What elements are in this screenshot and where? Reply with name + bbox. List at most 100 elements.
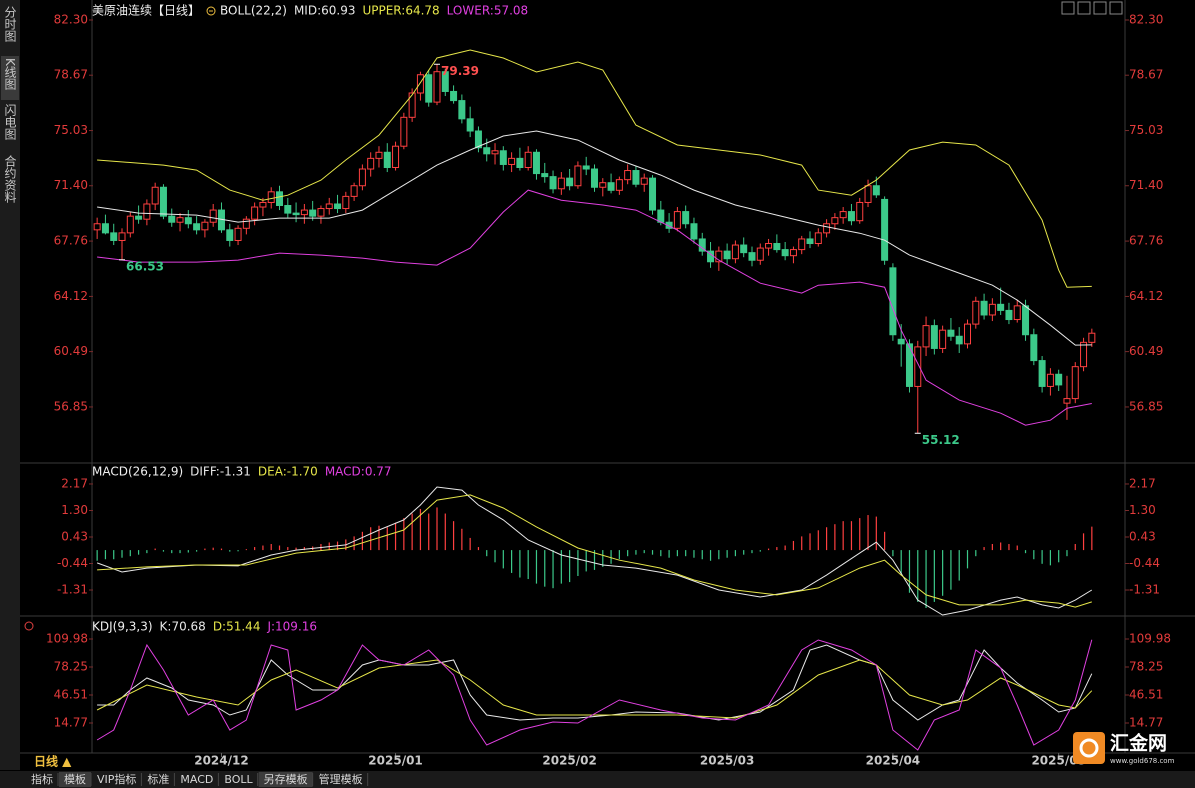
candle-body — [375, 151, 383, 159]
candle-body — [466, 118, 474, 132]
histogram-bar — [104, 550, 107, 560]
candle-body — [914, 346, 922, 387]
collapse-icon[interactable] — [206, 6, 216, 16]
button[interactable] — [1077, 1, 1091, 15]
toolbar-tab[interactable]: BOLL — [224, 773, 253, 786]
candle-body — [251, 206, 259, 220]
x-tick-label: 2025/01 — [368, 754, 422, 768]
toolbar-items: 指标 模板 VIP指标 标准 MACD BOLL 另存模板 管理模板 — [26, 772, 369, 787]
candle-body — [947, 329, 955, 337]
candle-body — [624, 170, 632, 181]
candle-body — [367, 157, 375, 170]
button[interactable] — [1061, 1, 1075, 15]
candle-body — [193, 223, 201, 231]
toolbar-tab[interactable]: VIP指标 — [97, 772, 136, 786]
sidebar-tab[interactable]: K线图 — [3, 58, 17, 90]
histogram-bar — [875, 516, 877, 551]
extreme-label: 66.53 — [126, 259, 164, 273]
histogram-bar — [801, 536, 803, 551]
histogram-bar — [825, 527, 828, 551]
histogram-bar — [602, 550, 604, 567]
candle-body — [607, 182, 615, 191]
button[interactable] — [1093, 1, 1107, 15]
histogram-bar — [452, 521, 455, 551]
candle-body — [599, 182, 607, 188]
histogram-bar — [975, 550, 977, 557]
toolbar-tab-bg — [142, 772, 175, 787]
candle-body — [731, 244, 739, 260]
toolbar-tab[interactable]: 模板 — [64, 772, 86, 786]
y-tick-label: 78.67 — [1129, 68, 1163, 82]
histogram-bar — [461, 528, 463, 551]
timeframe[interactable]: 日线 ▲ — [34, 754, 72, 769]
histogram-bar — [229, 550, 231, 552]
candle-body — [325, 203, 333, 210]
histogram-bar — [212, 547, 214, 551]
y-tick-label: 109.98 — [46, 632, 88, 646]
candle-body — [201, 221, 209, 231]
candle-body — [408, 92, 416, 118]
histogram-bar — [511, 550, 513, 573]
histogram-bar — [137, 550, 140, 555]
y-tick-label: -1.31 — [57, 583, 88, 597]
sidebar-tab[interactable]: 分时图 — [3, 6, 17, 42]
x-tick-label: 2025/04 — [866, 754, 920, 768]
indicator-line — [96, 659, 1093, 719]
histogram-bar — [162, 550, 165, 552]
toolbar-tab[interactable]: 标准 — [147, 772, 169, 786]
settings-icon[interactable] — [24, 621, 34, 631]
histogram-bar — [950, 550, 952, 590]
toolbar-tab[interactable]: MACD — [180, 773, 213, 786]
window-buttons — [1061, 1, 1123, 15]
histogram-bar — [270, 544, 272, 551]
candle-body — [1055, 373, 1063, 386]
candle-body — [143, 203, 151, 220]
histogram-bar — [560, 550, 562, 584]
legend-entry: D:51.44 — [213, 620, 261, 634]
histogram-bar — [593, 550, 596, 570]
sidebar-tab[interactable]: 合约资料 — [3, 154, 17, 203]
legend-entry: DEA:-1.70 — [258, 465, 318, 479]
sidebar-tab[interactable]: 闪电图 — [3, 104, 17, 140]
histogram-bar — [693, 550, 695, 558]
candle-body — [723, 250, 731, 260]
histogram-bar — [113, 550, 115, 560]
candle-body — [715, 250, 723, 263]
panel-title: KDJ(9,3,3) — [92, 620, 153, 634]
y-tick-label: 67.76 — [54, 234, 88, 248]
candle-body — [176, 217, 184, 223]
y-tick-label: 2.17 — [1129, 476, 1156, 490]
histogram-bar — [734, 550, 737, 557]
histogram-bar — [966, 550, 969, 569]
y-tick-label: -0.44 — [1129, 556, 1160, 570]
candle-body — [450, 90, 458, 102]
candle-body — [574, 165, 582, 187]
extreme-label: 55.12 — [922, 433, 960, 447]
histogram-bar — [859, 518, 861, 551]
histogram-bar — [1049, 550, 1051, 566]
candle-body — [640, 177, 648, 185]
candle-body — [1022, 305, 1030, 336]
y-tick-label: -1.31 — [1129, 583, 1160, 597]
toolbar-tab-bg — [175, 772, 219, 787]
histogram-bar — [361, 531, 363, 551]
toolbar-tab-bg — [313, 772, 368, 787]
toolbar-tab[interactable]: 指标 — [31, 772, 53, 786]
toolbar-tab[interactable]: 另存模板 — [264, 772, 308, 786]
candle-body — [997, 303, 1005, 311]
y-tick-label: 60.49 — [1129, 344, 1163, 358]
x-tick-label: 2025/02 — [542, 754, 596, 768]
candle-body — [806, 238, 814, 245]
candle-body — [259, 201, 267, 208]
button[interactable] — [1109, 1, 1123, 15]
histogram-bar — [701, 550, 703, 560]
indicator-line — [97, 49, 1092, 288]
histogram-bar — [991, 544, 993, 551]
histogram-bar — [220, 548, 223, 551]
candle-body — [939, 329, 947, 349]
toolbar-tab[interactable]: 管理模板 — [319, 772, 363, 786]
y-tick-label: 2.17 — [61, 476, 88, 490]
candle-body — [964, 323, 972, 345]
candle-body — [400, 116, 408, 147]
